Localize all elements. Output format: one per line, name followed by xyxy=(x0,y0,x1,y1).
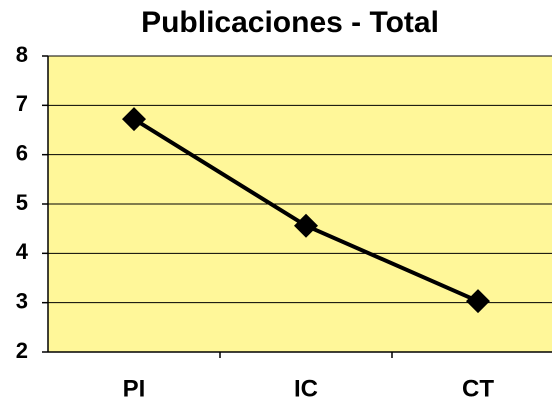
y-tick-label: 5 xyxy=(16,190,28,215)
y-tick-label: 6 xyxy=(16,140,28,165)
y-tick-label: 8 xyxy=(16,42,28,67)
x-tick-label: PI xyxy=(123,375,146,402)
chart-title: Publicaciones - Total xyxy=(141,6,439,39)
y-tick-label: 7 xyxy=(16,91,28,116)
y-tick-label: 2 xyxy=(16,338,28,363)
y-tick-label: 3 xyxy=(16,288,28,313)
x-tick-label: IC xyxy=(294,375,318,402)
x-tick-label: CT xyxy=(462,375,494,402)
marker xyxy=(294,213,318,238)
marker xyxy=(466,289,490,314)
marker xyxy=(122,107,146,132)
y-tick-label: 4 xyxy=(16,239,29,264)
